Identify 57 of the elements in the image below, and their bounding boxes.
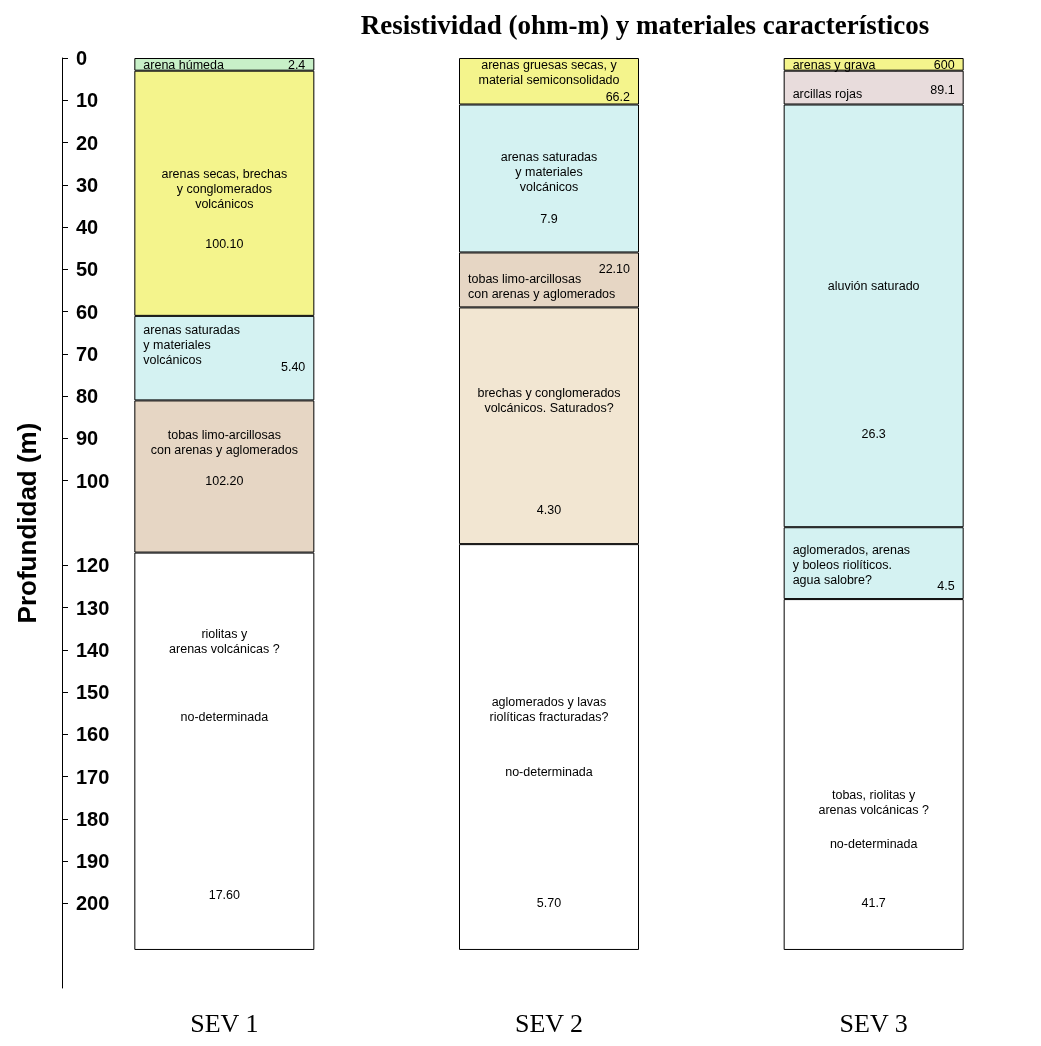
y-tick-label: 160 <box>76 723 110 746</box>
annotation: no-determinada <box>180 710 269 725</box>
y-tick-label: 40 <box>76 216 99 239</box>
y-tick-label: 60 <box>76 300 99 323</box>
y-tick-label: 180 <box>76 807 110 830</box>
x-tick-label: SEV 1 <box>190 1008 259 1038</box>
y-tick-label: 170 <box>76 765 110 788</box>
y-tick-label: 200 <box>76 892 110 915</box>
y-tick-label: 50 <box>76 258 99 281</box>
y-tick-label: 120 <box>76 554 110 577</box>
annotation: arena húmeda <box>143 57 224 72</box>
annotation: tobas, riolitas y arenas volcánicas ? <box>818 787 929 817</box>
annotation: tobas limo-arcillosas con arenas y aglomerados <box>150 428 298 458</box>
y-tick-label: 130 <box>76 596 110 619</box>
annotation: riolitas y arenas volcánicas ? <box>169 626 280 656</box>
annotation: 2.4 <box>287 57 306 72</box>
annotation: no-determinada <box>829 837 918 852</box>
annotation: aglomerados, arenas y boleos riolíticos. agua salobre? <box>792 543 911 588</box>
annotation: 26.3 <box>861 427 886 442</box>
annotation: 100.10 <box>205 237 244 251</box>
annotation: 22.10 <box>598 262 631 277</box>
y-tick-label: 90 <box>76 427 99 450</box>
y-tick-label: 80 <box>76 385 99 408</box>
y-axis-title: Profundidad (m) <box>12 422 42 624</box>
annotation: arcillas rojas <box>792 87 863 102</box>
annotation: 102.20 <box>205 473 244 488</box>
annotation: aluvión saturado <box>827 279 920 294</box>
annotation: brechas y conglomerados volcánicos. Saturados? <box>477 385 621 415</box>
annotation: 41.7 <box>861 896 886 911</box>
y-tick-label: 190 <box>76 850 110 873</box>
annotation: 5.40 <box>280 359 306 374</box>
y-tick-label: 150 <box>76 681 110 704</box>
y-tick-label: 100 <box>76 469 110 492</box>
y-tick-label: 0 <box>76 47 88 69</box>
y-tick-label: 140 <box>76 638 110 661</box>
annotation: 4.5 <box>937 579 955 594</box>
y-tick-label: 30 <box>76 173 99 196</box>
annotation: arenas gruesas secas, y material semiconsolidado <box>478 58 620 88</box>
y-tick-label: 10 <box>76 89 99 112</box>
annotation: 4.30 <box>536 503 562 518</box>
annotation: arenas secas, brechas y conglomerados volcánicos <box>161 167 288 212</box>
annotation: 66.2 <box>605 90 631 105</box>
x-tick-label: SEV 3 <box>839 1008 908 1038</box>
x-tick-label: SEV 2 <box>514 1008 584 1038</box>
annotation: 600 <box>933 57 955 72</box>
annotation: arenas saturadas y materiales volcánicos <box>143 323 240 368</box>
annotation: 17.60 <box>208 888 241 902</box>
y-tick-label: 20 <box>76 131 99 154</box>
annotation: 89.1 <box>930 83 955 98</box>
annotation: 7.9 <box>540 211 558 226</box>
annotation: 5.70 <box>536 896 562 911</box>
annotation: arenas saturadas y materiales volcánicos <box>500 150 598 195</box>
annotation: no-determinada <box>505 765 593 780</box>
y-tick-label: 70 <box>76 342 99 365</box>
annotation: arenas y grava <box>792 57 876 72</box>
chart-title: Resistividad (ohm-m) y materiales característicos <box>360 9 930 40</box>
annotation: aglomerados y lavas riolíticas fracturadas? <box>489 694 609 724</box>
